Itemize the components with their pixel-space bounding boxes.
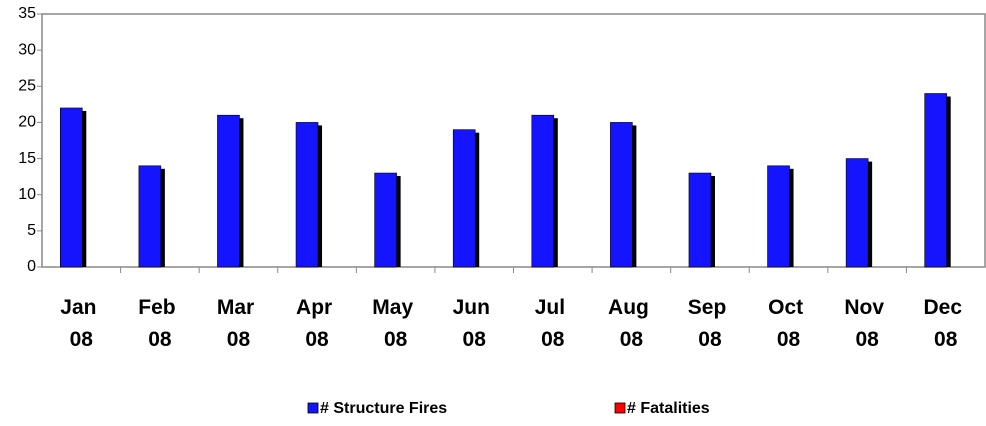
x-tick-label: Feb 08 [138,296,181,351]
y-tick-label: 30 [18,41,36,58]
y-tick-label: 0 [27,258,36,275]
bar [217,114,240,268]
x-tick-label: Dec 08 [924,296,968,351]
x-tick-label: Oct 08 [768,296,809,351]
x-tick-label: Apr 08 [296,296,338,351]
bar [924,93,948,268]
bar [531,114,555,268]
x-tick-label: May 08 [372,296,419,351]
x-tick-label: Nov 08 [844,296,890,351]
y-tick-label: 35 [18,5,36,22]
y-tick-label: 10 [18,186,36,203]
x-tick-label: Aug 08 [608,296,655,351]
bar [295,122,319,268]
bar [688,172,712,268]
y-tick-label: 15 [18,150,36,167]
legend-label: # Structure Fires [320,400,447,417]
bar [452,129,476,268]
legend-swatch [614,402,626,414]
bar [374,172,397,268]
bar [138,165,162,268]
x-tick-label: Sep 08 [688,296,732,351]
legend-swatch [307,402,319,414]
x-tick-label: Jun 08 [453,296,496,351]
bar [610,122,633,268]
y-tick-label: 25 [18,78,36,95]
legend-label: # Fatalities [627,400,710,417]
plot-border [41,13,986,268]
bar [845,158,869,268]
y-tick-label: 5 [27,222,36,239]
bar [59,107,83,268]
bar [767,165,790,268]
x-tick-label: Jan 08 [60,296,102,351]
y-tick-label: 20 [18,114,36,131]
x-tick-label: Mar 08 [217,296,260,351]
x-tick-label: Jul 08 [535,296,571,351]
